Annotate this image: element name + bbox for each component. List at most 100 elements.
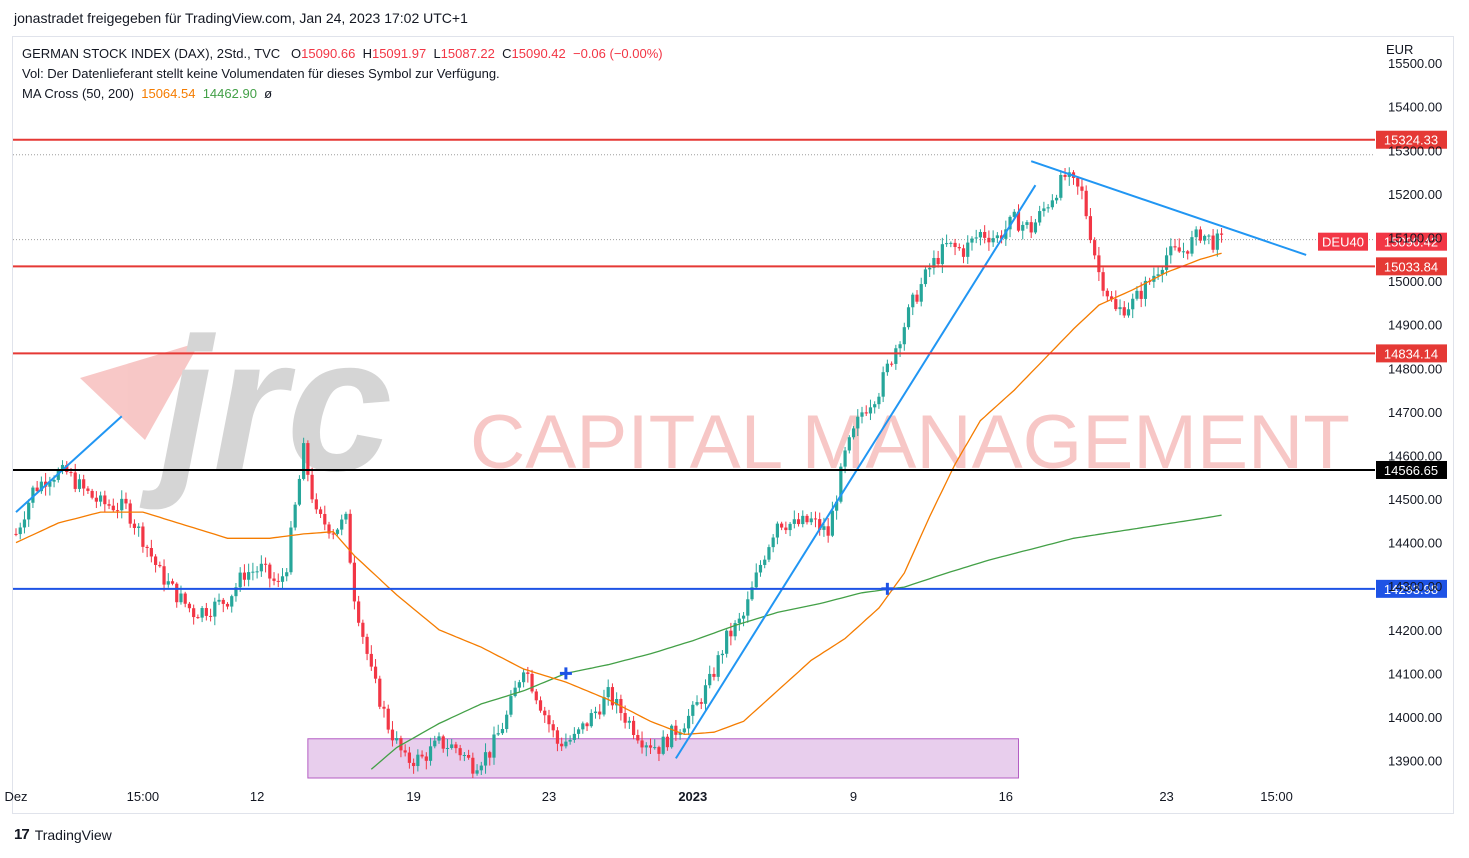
currency-label: EUR <box>1386 42 1414 57</box>
x-tick-label: 2023 <box>678 789 707 804</box>
candle-body <box>115 510 120 512</box>
candle-body <box>505 714 509 730</box>
candle-body <box>775 523 779 538</box>
candle-body <box>1016 211 1021 231</box>
candle-body <box>344 513 348 520</box>
candle-body <box>335 529 340 534</box>
tradingview-brand[interactable]: 17 TradingView <box>14 826 112 843</box>
candle-body <box>576 729 581 734</box>
candle-body <box>263 563 268 565</box>
candle-body <box>1008 216 1012 230</box>
candle-body <box>242 572 247 580</box>
candle-body <box>835 501 839 511</box>
candle-body <box>898 344 902 349</box>
candle-body <box>213 601 217 617</box>
candle-body <box>369 653 373 667</box>
candle-body <box>1021 224 1025 231</box>
candle-body <box>276 580 280 582</box>
candle-body <box>496 733 500 735</box>
candle-body <box>987 237 991 243</box>
candle-body <box>733 623 737 637</box>
candle-body <box>378 678 382 707</box>
candle-body <box>894 348 898 364</box>
candle-body <box>268 564 272 579</box>
candle-body <box>90 490 94 498</box>
candle-body <box>754 572 758 588</box>
level-price-label: 14566.65 <box>1384 463 1438 478</box>
candle-body <box>52 479 56 482</box>
candle-body <box>682 728 686 733</box>
change-value: −0.06 (−0.00%) <box>573 46 663 61</box>
candle-body <box>1012 211 1016 217</box>
candle-body <box>949 242 953 244</box>
grid <box>13 154 1375 241</box>
y-tick-label: 14300.00 <box>1388 579 1442 594</box>
candle-body <box>936 257 940 265</box>
candle-body <box>65 464 69 473</box>
candle-body <box>678 732 682 735</box>
level-price-tag <box>1376 257 1447 276</box>
candle-body <box>873 404 877 408</box>
candle-body <box>149 548 153 557</box>
candle-body <box>99 495 103 502</box>
candle-body <box>1126 309 1131 316</box>
candle-body <box>14 533 18 535</box>
candle-body <box>399 738 403 751</box>
candle-body <box>73 472 77 489</box>
candle-body <box>454 744 458 749</box>
candle-body <box>661 736 665 754</box>
symbol-tag-label: DEU40 <box>1322 235 1364 250</box>
x-axis: Dez 15:00 12 19 23 2023 9 16 23 15:00 <box>4 789 1292 804</box>
level-price-tag <box>1376 130 1447 149</box>
low-label: L <box>433 46 441 61</box>
candle-body <box>1190 237 1194 254</box>
candle-body <box>547 715 551 725</box>
candle-body <box>699 702 703 704</box>
candle-body <box>615 699 619 706</box>
candle-body <box>1084 190 1088 217</box>
candle-body <box>327 524 331 534</box>
candle-body <box>686 715 691 729</box>
watermark: jrc CAPITAL MANAGEMENT <box>80 299 1350 511</box>
candle-body <box>843 450 847 467</box>
candle-body <box>602 697 606 715</box>
candle-body <box>860 412 864 417</box>
candle-body <box>1122 307 1126 316</box>
candle-body <box>716 655 720 677</box>
candle-body <box>230 596 234 607</box>
watermark-text: CAPITAL MANAGEMENT <box>470 400 1350 485</box>
candle-body <box>657 747 661 754</box>
candle-body <box>111 505 115 511</box>
candle-body <box>538 700 543 711</box>
candle-body <box>416 754 420 767</box>
high-value: 15091.97 <box>371 46 427 61</box>
y-axis: 15500.00 15400.00 15300.00 15200.00 15100.00… <box>1388 56 1442 768</box>
candle-body <box>158 564 162 567</box>
candle-body <box>441 736 445 749</box>
candle-body <box>56 470 60 480</box>
symbol-title[interactable]: GERMAN STOCK INDEX (DAX), 2Std., TVC <box>22 46 281 61</box>
candle-body <box>458 748 462 756</box>
candle-body <box>640 740 644 748</box>
chart-frame[interactable] <box>12 36 1454 814</box>
y-tick-label: 14000.00 <box>1388 710 1442 725</box>
candle-body <box>1173 246 1177 248</box>
level-price-tag <box>1376 344 1447 363</box>
candle-body <box>217 599 221 602</box>
candle-body <box>22 519 27 528</box>
candle-body <box>771 537 775 548</box>
candle-body <box>885 363 889 373</box>
candle-body <box>741 615 746 619</box>
candle-body <box>995 235 999 239</box>
candle-body <box>966 242 970 257</box>
watermark-logo: jrc <box>139 299 392 511</box>
candle-body <box>390 729 395 741</box>
ma-cross-label[interactable]: MA Cross (50, 200) <box>22 86 134 101</box>
candle-body <box>1038 211 1042 223</box>
x-tick-label: 9 <box>850 789 857 804</box>
candle-body <box>137 526 141 528</box>
candle-body <box>703 685 708 704</box>
candle-body <box>251 571 255 573</box>
candle-body <box>856 416 860 429</box>
